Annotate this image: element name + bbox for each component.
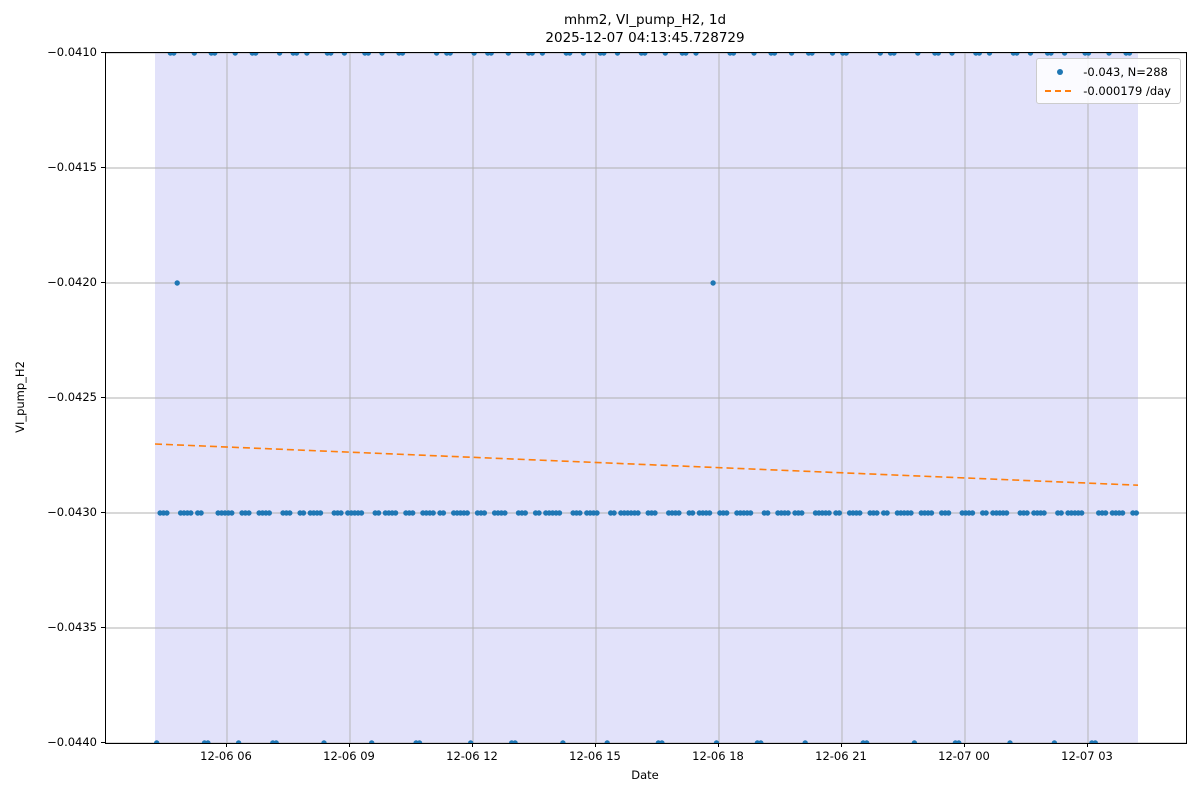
scatter-dot-icon (1044, 68, 1076, 75)
x-axis-label: Date (631, 768, 659, 782)
legend-item-scatter: -0.043, N=288 (1044, 64, 1171, 79)
legend-trend-label: -0.000179 /day (1083, 83, 1171, 98)
y-tick-label: −0.0440 (47, 735, 97, 749)
x-tick-mark (841, 743, 842, 747)
x-tick-label: 12-07 03 (1061, 749, 1113, 763)
y-tick-label: −0.0410 (47, 45, 97, 59)
x-tick-label: 12-06 18 (692, 749, 744, 763)
x-tick-label: 12-06 21 (815, 749, 867, 763)
y-tick-mark (101, 627, 105, 628)
x-tick-mark (472, 743, 473, 747)
y-tick-mark (101, 282, 105, 283)
x-tick-mark (595, 743, 596, 747)
x-tick-mark (718, 743, 719, 747)
y-tick-mark (101, 52, 105, 53)
plot-svg (106, 53, 1186, 743)
chart-title-line1: mhm2, VI_pump_H2, 1d (563, 12, 727, 28)
x-tick-label: 12-07 00 (938, 749, 990, 763)
y-tick-label: −0.0425 (47, 390, 97, 404)
dashed-line-icon (1044, 89, 1076, 92)
x-tick-label: 12-06 12 (446, 749, 498, 763)
legend: -0.043, N=288 -0.000179 /day (1036, 58, 1181, 104)
y-tick-mark (101, 512, 105, 513)
y-tick-label: −0.0435 (47, 620, 97, 634)
x-tick-label: 12-06 06 (200, 749, 252, 763)
y-tick-label: −0.0420 (47, 275, 97, 289)
x-tick-mark (226, 743, 227, 747)
y-tick-mark (101, 742, 105, 743)
legend-item-trend: -0.000179 /day (1044, 83, 1171, 98)
y-tick-mark (101, 397, 105, 398)
x-tick-mark (964, 743, 965, 747)
y-tick-label: −0.0430 (47, 505, 97, 519)
plot-area: -0.043, N=288 -0.000179 /day (105, 52, 1187, 744)
y-tick-mark (101, 167, 105, 168)
x-tick-mark (1087, 743, 1088, 747)
x-tick-mark (349, 743, 350, 747)
legend-scatter-label: -0.043, N=288 (1083, 64, 1168, 79)
chart-title: mhm2, VI_pump_H2, 1d 2025-12-07 04:13:45… (105, 11, 1185, 47)
x-tick-label: 12-06 15 (569, 749, 621, 763)
x-tick-label: 12-06 09 (323, 749, 375, 763)
chart-title-line2: 2025-12-07 04:13:45.728729 (545, 30, 745, 46)
y-tick-label: −0.0415 (47, 160, 97, 174)
